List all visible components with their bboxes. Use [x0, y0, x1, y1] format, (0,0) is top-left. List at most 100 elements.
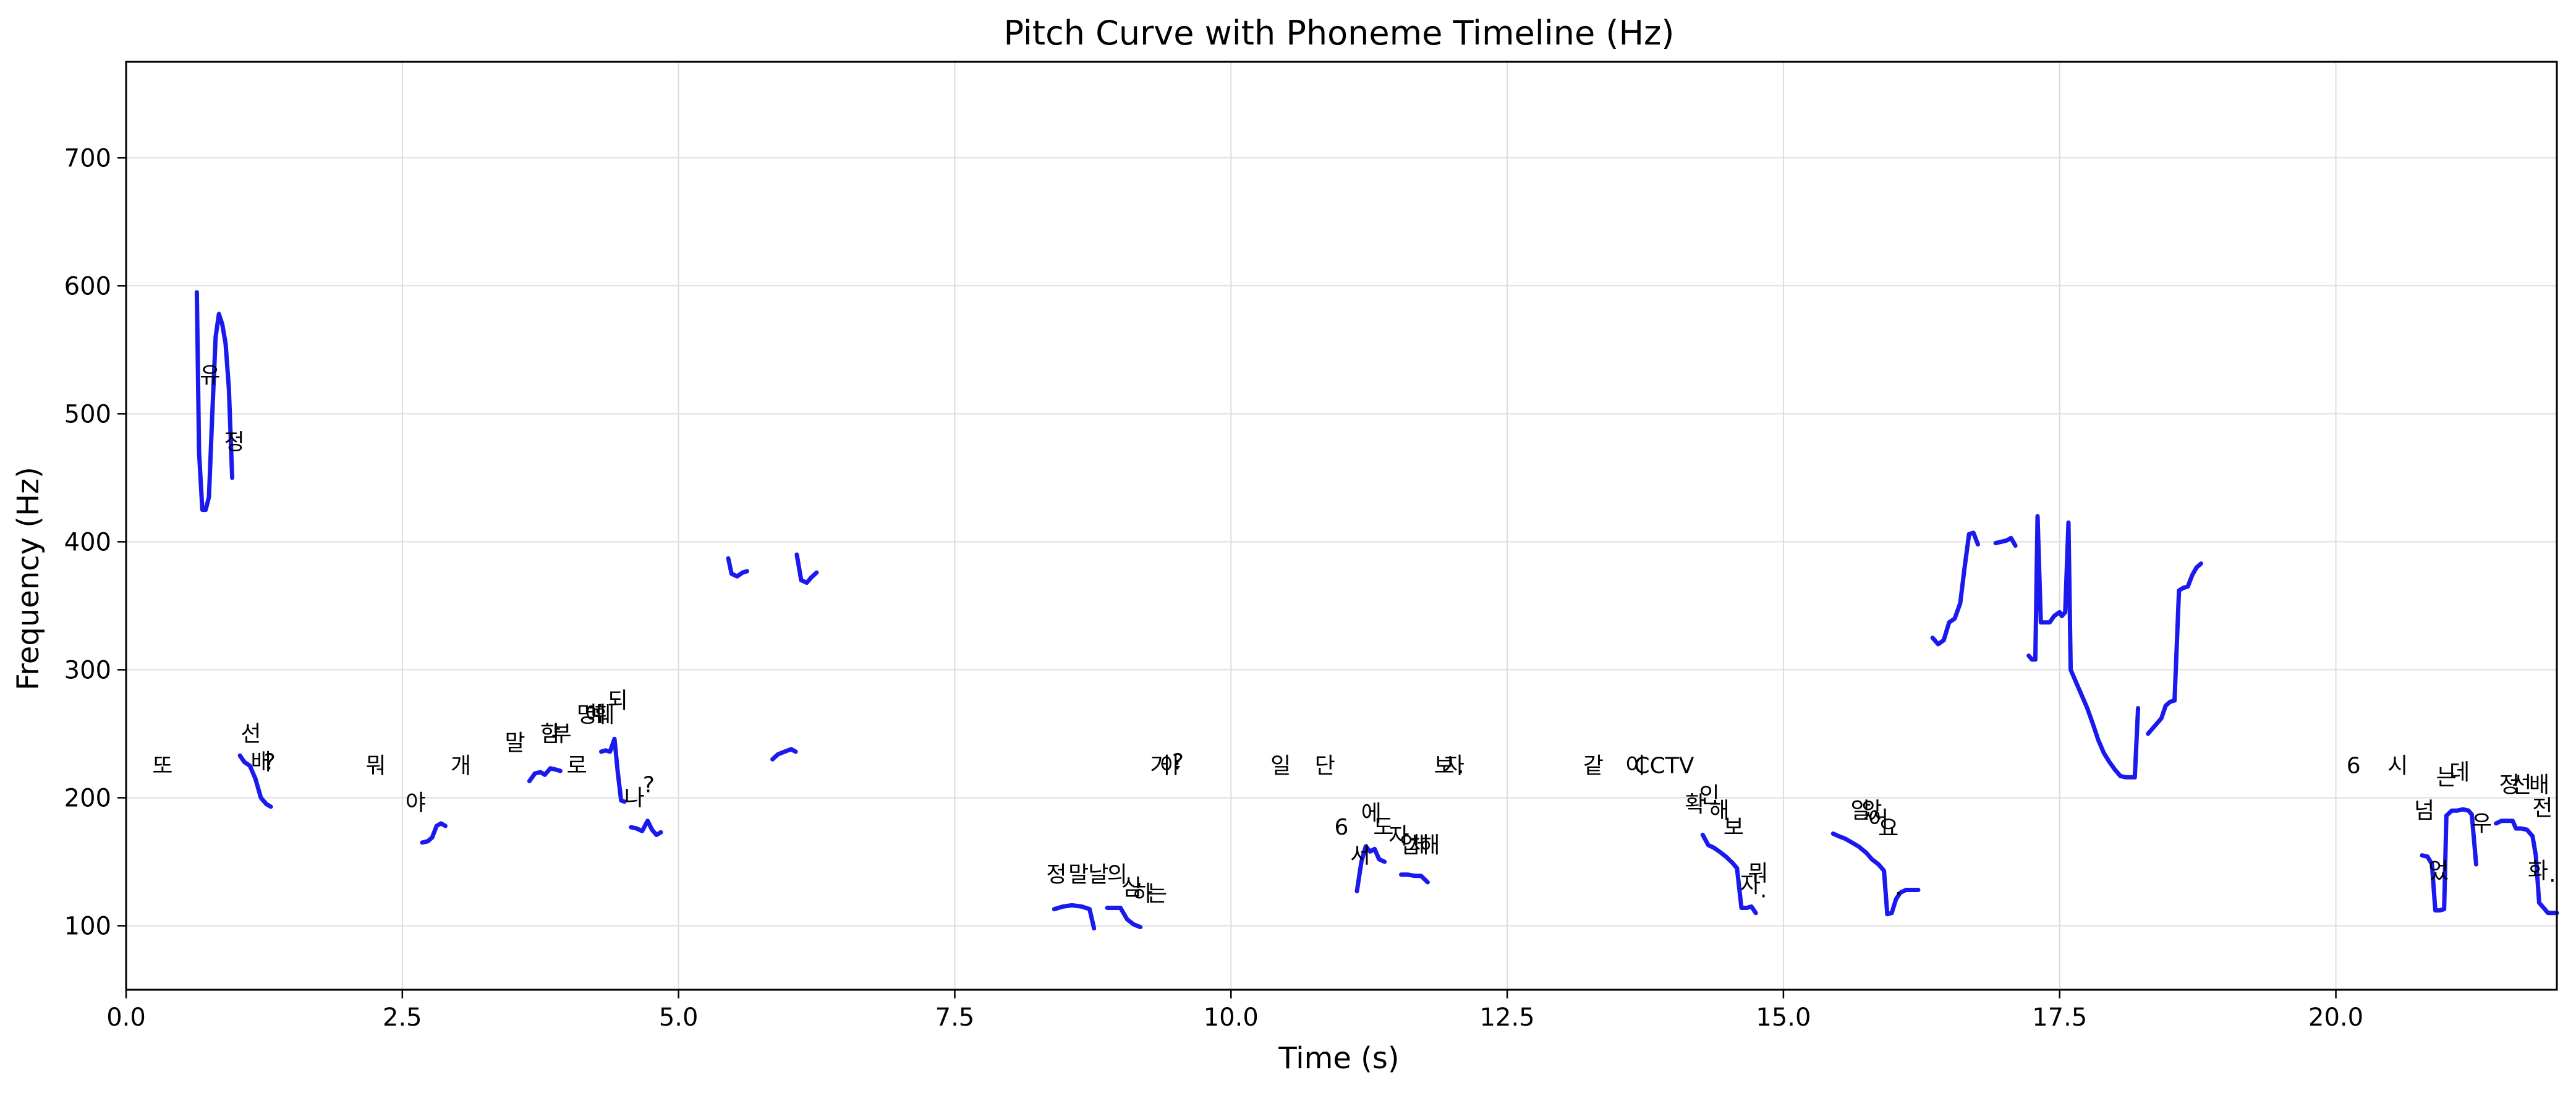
phoneme-label: 업	[1400, 833, 1420, 858]
phoneme-label: 선	[240, 721, 261, 747]
pitch-segment	[2146, 561, 2203, 736]
x-tick-label: 20.0	[2308, 1003, 2363, 1032]
phoneme-label: 알	[1850, 798, 1871, 823]
y-tick-label: 200	[64, 784, 111, 812]
phoneme-label: 데	[2449, 760, 2470, 785]
phoneme-label: 유	[200, 363, 220, 388]
pitch-segment	[420, 821, 448, 845]
pitch-segment	[2026, 514, 2141, 780]
phoneme-label: 훼	[594, 702, 614, 728]
phoneme-label: ?	[264, 749, 276, 775]
plot-frame	[125, 61, 2558, 991]
phoneme-label: 뭐	[1748, 861, 1768, 887]
phoneme-label: 우	[2472, 811, 2492, 836]
pitch-segment	[1993, 535, 2018, 548]
phoneme-label: 자	[1740, 872, 1761, 898]
phoneme-label: 야	[1160, 754, 1180, 779]
phoneme-label: 날	[1088, 862, 1108, 888]
grid-lines	[125, 62, 2557, 990]
phoneme-label: 확	[1685, 792, 1705, 817]
phoneme-label: 말	[1068, 862, 1089, 888]
phoneme-label: 도	[1373, 815, 1393, 840]
x-tick-label: 0.0	[106, 1003, 146, 1032]
phoneme-label: 인	[1699, 783, 1720, 808]
phoneme-label: 의	[1107, 862, 1128, 888]
pitch-segment	[1930, 530, 1980, 647]
pitch-segment	[1354, 844, 1387, 894]
x-tick-label: 10.0	[1204, 1003, 1259, 1032]
pitch-segment	[2420, 807, 2478, 913]
y-axis-label: Frequency (Hz)	[11, 467, 46, 691]
phoneme-label: .	[1457, 754, 1464, 779]
phoneme-label: 6	[1335, 815, 1349, 840]
phoneme-label: .	[1895, 875, 1902, 900]
phoneme-label: 일	[1270, 754, 1291, 779]
phoneme-label: 전	[2532, 796, 2553, 821]
phoneme-label: 어	[1868, 807, 1889, 833]
x-axis-label: Time (s)	[1278, 1041, 1399, 1076]
phoneme-label: 해	[1709, 798, 1730, 823]
pitch-segment	[1399, 872, 1430, 885]
phoneme-label: 시	[2387, 754, 2408, 779]
phoneme-label: 서	[1350, 843, 1371, 869]
x-tick-label: 5.0	[659, 1003, 699, 1032]
chart-title: Pitch Curve with Phoneme Timeline (Hz)	[1004, 14, 1675, 53]
phoneme-label: 단	[1315, 754, 1335, 779]
x-ticks: 0.0 2.5 5.0 7.5 10.0 12.5 15.0 17.5 20.0	[106, 990, 2363, 1032]
pitch-segment	[237, 753, 273, 809]
x-tick-label: 12.5	[1480, 1003, 1535, 1032]
phoneme-label: 화	[2528, 858, 2548, 883]
phoneme-label: .	[2549, 862, 2556, 888]
phoneme-label: 았	[1861, 798, 1882, 823]
pitch-segment	[194, 290, 235, 512]
phoneme-label: 보	[1724, 815, 1744, 840]
pitch-segment	[726, 556, 749, 579]
phoneme-label: 배	[2529, 773, 2549, 798]
phoneme-label: 함	[540, 721, 561, 747]
phoneme-label: 보	[1434, 754, 1455, 779]
y-tick-label: 500	[64, 400, 111, 428]
phoneme-label: 뭐	[365, 754, 386, 779]
phoneme-label: 에	[1361, 801, 1382, 826]
phoneme-label: 이	[1625, 754, 1646, 779]
phoneme-label: 넘	[2414, 798, 2434, 823]
phoneme-label: 야	[406, 791, 426, 816]
y-tick-label: 700	[64, 144, 111, 172]
phoneme-label: 명	[577, 702, 597, 728]
phoneme-label: 해	[1419, 833, 1440, 858]
x-tick-label: 17.5	[2032, 1003, 2087, 1032]
x-tick-label: 7.5	[935, 1003, 975, 1032]
phoneme-label: .	[1760, 878, 1767, 903]
phoneme-label: 부	[551, 721, 572, 747]
y-tick-label: 400	[64, 528, 111, 556]
pitch-segment	[1830, 831, 1921, 917]
phoneme-label: 배	[250, 749, 271, 775]
phoneme-label: 체	[1409, 833, 1429, 858]
phoneme-label: 거	[1150, 754, 1170, 779]
phoneme-label: 하	[1133, 882, 1153, 907]
pitch-series	[194, 290, 2559, 931]
x-tick-label: 15.0	[1756, 1003, 1811, 1032]
pitch-segment	[599, 736, 627, 804]
phoneme-label: 6	[2347, 754, 2361, 779]
y-tick-label: 100	[64, 912, 111, 940]
pitch-segment	[770, 747, 798, 762]
pitch-segment	[629, 819, 663, 837]
phoneme-label: 되	[608, 688, 628, 713]
phoneme-label: 개	[451, 754, 471, 779]
phoneme-label: 선	[2511, 773, 2531, 798]
phoneme-label: 자	[1388, 824, 1409, 849]
pitch-segment	[1105, 906, 1143, 930]
pitch-segment	[1700, 833, 1758, 916]
y-tick-label: 600	[64, 272, 111, 300]
phoneme-label: 는	[1147, 882, 1167, 907]
phoneme-label: 요	[1878, 816, 1898, 841]
pitch-segment	[794, 552, 819, 585]
x-tick-label: 2.5	[383, 1003, 422, 1032]
y-tick-label: 300	[64, 656, 111, 684]
pitch-segment	[1052, 903, 1097, 931]
pitch-segment	[527, 766, 563, 783]
pitch-segment	[2494, 819, 2559, 916]
